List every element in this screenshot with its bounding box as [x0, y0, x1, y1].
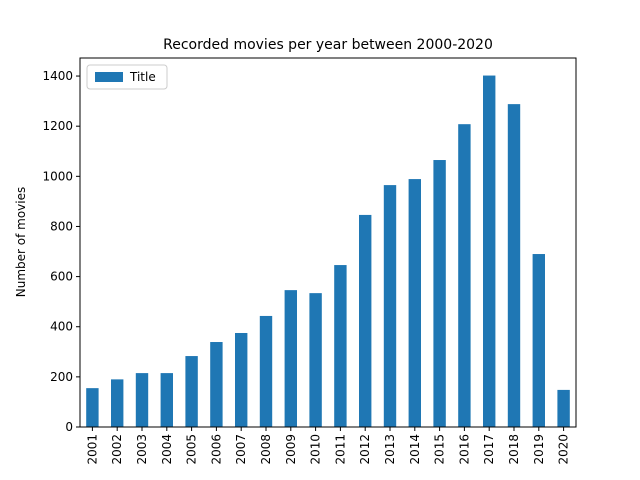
x-tick-label: 2009: [284, 434, 298, 465]
y-tick-label: 1400: [42, 69, 73, 83]
axes-frame: [79, 57, 577, 428]
legend-label: Title: [129, 70, 156, 84]
bar: [259, 315, 273, 427]
x-tick-label: 2020: [557, 434, 571, 465]
bar: [111, 379, 124, 427]
x-tick-label: 2004: [160, 434, 174, 465]
bar: [483, 75, 496, 428]
x-tick-label: 2015: [433, 434, 447, 465]
bar: [334, 265, 347, 427]
x-tick-label: 2011: [333, 434, 347, 465]
bar: [557, 389, 570, 427]
bar: [210, 342, 223, 427]
legend-box: [86, 64, 168, 90]
bar: [235, 332, 248, 427]
y-tick-label: 0: [65, 420, 73, 434]
bar: [458, 124, 471, 427]
bar: [86, 388, 99, 427]
bar: [433, 160, 446, 427]
x-tick-label: 2016: [457, 434, 471, 465]
y-tick-label: 200: [50, 370, 73, 384]
y-tick-label: 1200: [42, 119, 73, 133]
y-tick-label: 600: [50, 270, 73, 284]
chart-title: Recorded movies per year between 2000-20…: [163, 37, 493, 53]
x-tick-label: 2013: [383, 434, 397, 465]
bar: [135, 373, 149, 427]
x-tick-label: 2017: [482, 434, 496, 465]
x-tick-label: 2008: [259, 434, 273, 465]
x-tick-label: 2014: [408, 434, 422, 465]
x-tick-label: 2012: [358, 434, 372, 465]
bar: [309, 293, 322, 427]
bar: [408, 179, 421, 427]
bar: [284, 290, 297, 427]
y-tick-label: 800: [50, 219, 73, 233]
bar: [383, 185, 397, 427]
y-tick-label: 1000: [42, 169, 73, 183]
x-tick-label: 2018: [507, 434, 521, 465]
x-tick-label: 2001: [85, 434, 99, 465]
x-tick-label: 2006: [209, 434, 223, 465]
bar: [185, 356, 198, 427]
x-tick-label: 2005: [185, 434, 199, 465]
bar: [532, 254, 545, 427]
x-tick-label: 2003: [135, 434, 149, 465]
x-tick-label: 2007: [234, 434, 248, 465]
x-tick-label: 2019: [532, 434, 546, 465]
legend-swatch: [95, 72, 123, 82]
x-tick-label: 2002: [110, 434, 124, 465]
x-tick-label: 2010: [309, 434, 323, 465]
bar: [359, 214, 372, 427]
y-axis-label: Number of movies: [14, 187, 28, 298]
y-tick-label: 400: [50, 320, 73, 334]
bar: [507, 104, 521, 427]
bar: [160, 373, 173, 427]
